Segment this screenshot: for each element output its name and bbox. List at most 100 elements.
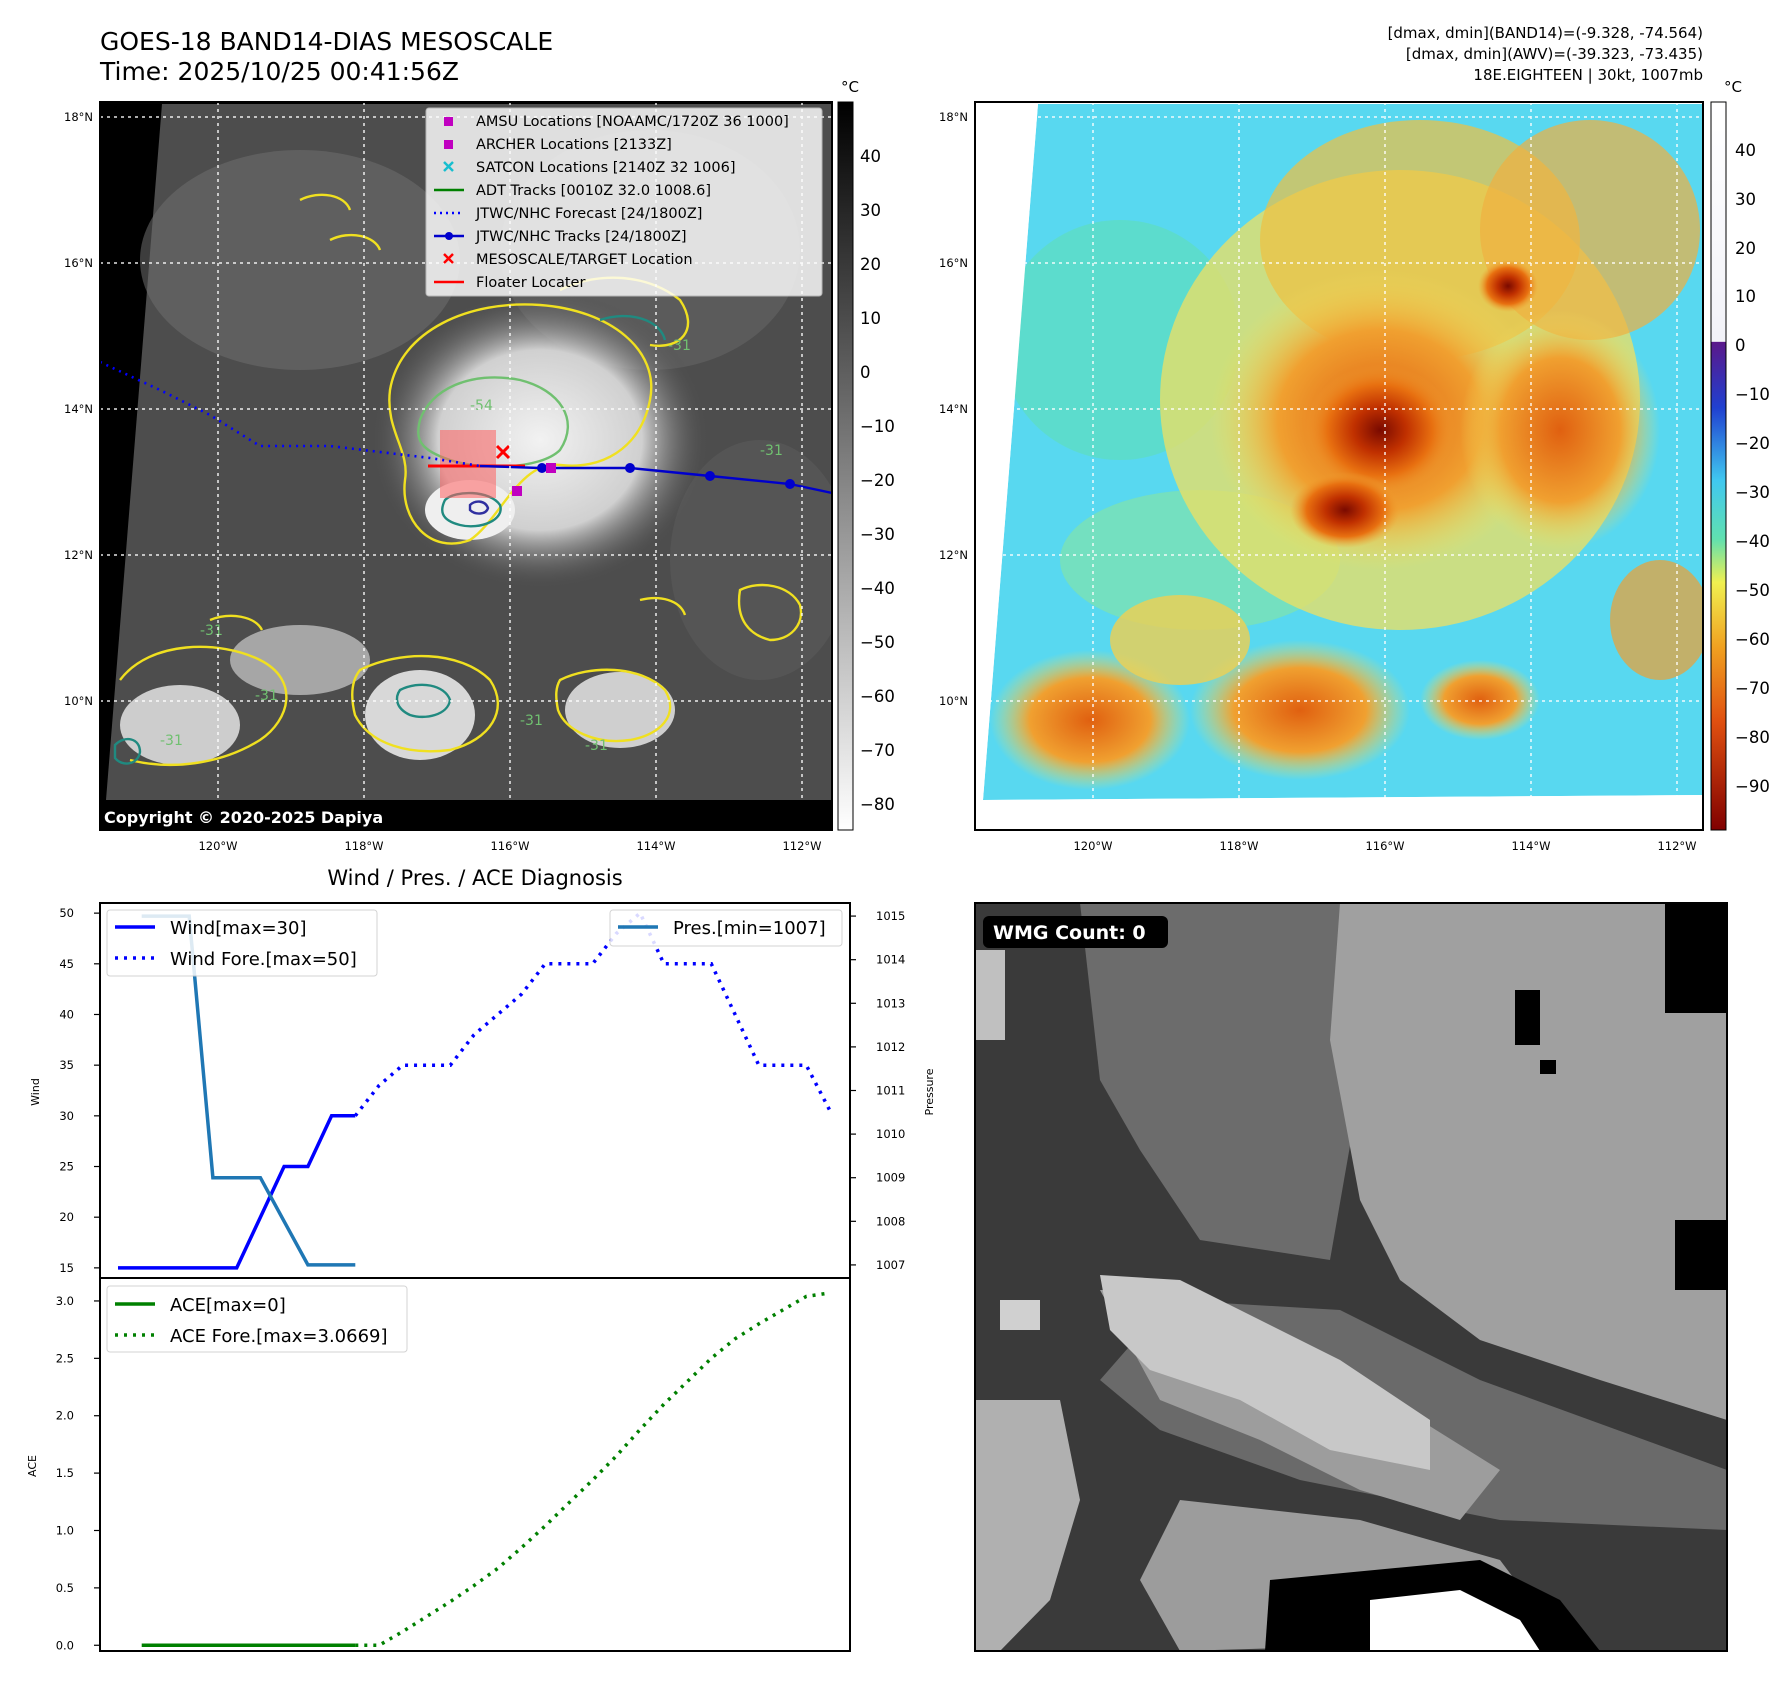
pressure-tick-label: 1011 <box>876 1084 905 1098</box>
ir-lon-label: 114°W <box>636 839 675 853</box>
ir-lat-label: 16°N <box>64 256 93 270</box>
awv-lon-label: 118°W <box>1219 839 1258 853</box>
ir-cbar-tick: −50 <box>860 633 895 652</box>
contour-label: -31 <box>585 738 608 754</box>
pressure-y-ticks: 1007 1008 1009 1010 1011 1012 1013 1014 1015 <box>850 909 905 1272</box>
awv-cbar-tick: 20 <box>1735 239 1756 258</box>
ir-cbar-tick: −20 <box>860 471 895 490</box>
awv-lat-label: 14°N <box>939 402 968 416</box>
legend-label: Wind[max=30] <box>170 918 307 939</box>
ace-tick-label: 1.5 <box>56 1466 74 1480</box>
pressure-tick-label: 1008 <box>876 1214 905 1228</box>
ir-cbar-tick: −60 <box>860 687 895 706</box>
awv-cbar-tick: 40 <box>1735 141 1756 160</box>
awv-cbar-tick: −70 <box>1735 679 1770 698</box>
ace-forecast-line <box>355 1291 831 1648</box>
contour-label: -31 <box>255 688 278 704</box>
ace-tick-label: 3.0 <box>56 1294 74 1308</box>
awv-map-panel: 18°N 16°N 14°N 12°N 10°N 120°W 118°W 116… <box>939 78 1770 853</box>
contour-label: -54 <box>470 398 493 414</box>
pressure-tick-label: 1013 <box>876 996 905 1010</box>
legend-label: ACE[max=0] <box>170 1295 286 1316</box>
awv-lon-label: 120°W <box>1073 839 1112 853</box>
ir-lon-label: 112°W <box>782 839 821 853</box>
legend-label: Wind Fore.[max=50] <box>170 949 357 970</box>
legend-label: Pres.[min=1007] <box>673 918 826 939</box>
wind-tick-label: 35 <box>59 1058 74 1072</box>
legend-label: SATCON Locations [2140Z 32 1006] <box>476 160 735 176</box>
figure-time: Time: 2025/10/25 00:41:56Z <box>99 57 459 86</box>
ir-colorbar-unit: °C <box>841 78 859 96</box>
ir-cbar-tick: −30 <box>860 525 895 544</box>
ir-cloud-north <box>140 150 460 370</box>
ace-tick-label: 2.5 <box>56 1351 74 1365</box>
pressure-tick-label: 1010 <box>876 1127 905 1141</box>
awv-colorbar: °C 40 30 20 10 0 −10 −20 −30 −40 −50 −60… <box>1710 78 1770 831</box>
ace-ylabel: ACE <box>26 1455 39 1477</box>
pressure-ylabel: Pressure <box>923 1068 936 1115</box>
wind-tick-label: 25 <box>59 1160 74 1174</box>
stats-storm: 18E.EIGHTEEN | 30kt, 1007mb <box>1473 66 1703 84</box>
ir-legend: AMSU Locations [NOAAMC/1720Z 36 1000] AR… <box>425 107 823 297</box>
awv-grid <box>975 102 1703 830</box>
ir-lat-label: 12°N <box>64 548 93 562</box>
ace-chart: 0.0 0.5 1.0 1.5 2.0 2.5 3.0 ACE ACE[max=0] ACE… <box>26 1277 851 1652</box>
pressure-tick-label: 1012 <box>876 1040 905 1054</box>
wmg-bright-band <box>1100 1275 1430 1470</box>
wind-pres-chart: Wind / Pres. / ACE Diagnosis 15 20 25 30 35 4… <box>29 866 936 1279</box>
ir-cbar-tick: −40 <box>860 579 895 598</box>
legend-label: ADT Tracks [0010Z 32.0 1008.6] <box>476 183 711 199</box>
ir-cbar-tick: 10 <box>860 309 881 328</box>
awv-lon-label: 112°W <box>1657 839 1696 853</box>
ir-map-panel: -54 -31 -31 -31 -31 -31 -31 -31 <box>64 78 895 853</box>
contour-label: -31 <box>668 338 691 354</box>
ir-lon-label: 116°W <box>490 839 529 853</box>
legend-label: Floater Locater <box>476 275 585 291</box>
contour-label: -31 <box>160 733 183 749</box>
ir-cbar-tick: 20 <box>860 255 881 274</box>
pressure-tick-label: 1007 <box>876 1258 905 1272</box>
awv-cbar-tick: −90 <box>1735 777 1770 796</box>
ir-lat-label: 14°N <box>64 402 93 416</box>
floater-box <box>440 430 496 498</box>
ir-cbar-tick: −10 <box>860 417 895 436</box>
target-marker <box>495 444 511 460</box>
wmg-badge-box <box>983 916 1168 948</box>
awv-cbar-tick: −50 <box>1735 581 1770 600</box>
legend-label: ARCHER Locations [2133Z] <box>476 137 672 153</box>
awv-cbar-tick: 0 <box>1735 336 1746 355</box>
awv-lat-label: 16°N <box>939 256 968 270</box>
stats-band14: [dmax, dmin](BAND14)=(-9.328, -74.564) <box>1388 24 1703 42</box>
legend-label: JTWC/NHC Tracks [24/1800Z] <box>475 229 687 245</box>
awv-lat-label: 18°N <box>939 110 968 124</box>
ir-cbar-tick: −70 <box>860 741 895 760</box>
awv-lon-label: 114°W <box>1511 839 1550 853</box>
wmg-badge: WMG Count: 0 <box>993 922 1146 944</box>
pressure-tick-label: 1014 <box>876 953 905 967</box>
wind-tick-label: 30 <box>59 1109 74 1123</box>
awv-lon-label: 116°W <box>1365 839 1404 853</box>
wind-legend: Wind[max=30] Wind Fore.[max=50] <box>106 909 378 977</box>
pressure-tick-label: 1009 <box>876 1171 905 1185</box>
ir-lat-label: 10°N <box>64 694 93 708</box>
ace-legend: ACE[max=0] ACE Fore.[max=3.0669] <box>106 1285 408 1353</box>
awv-cbar-tick: −30 <box>1735 483 1770 502</box>
ir-cbar-tick: 0 <box>860 363 871 382</box>
wind-tick-label: 40 <box>59 1007 74 1021</box>
awv-cbar-tick: −10 <box>1735 385 1770 404</box>
wind-forecast-line <box>353 910 832 1117</box>
pressure-tick-label: 1015 <box>876 909 905 923</box>
awv-lat-label: 12°N <box>939 548 968 562</box>
awv-cbar-tick: −20 <box>1735 434 1770 453</box>
awv-cbar-tick: −40 <box>1735 532 1770 551</box>
jtwc-forecast-track <box>100 360 481 468</box>
pressure-legend: Pres.[min=1007] <box>609 909 843 947</box>
awv-cbar-tick: −80 <box>1735 728 1770 747</box>
awv-lat-label: 10°N <box>939 694 968 708</box>
stats-awv: [dmax, dmin](AWV)=(-39.323, -73.435) <box>1406 45 1703 63</box>
ir-lat-label: 18°N <box>64 110 93 124</box>
awv-colorbar-unit: °C <box>1724 78 1742 96</box>
awv-cbar-tick: −60 <box>1735 630 1770 649</box>
contour-label: -31 <box>200 623 223 639</box>
awv-cbar-tick: 10 <box>1735 287 1756 306</box>
